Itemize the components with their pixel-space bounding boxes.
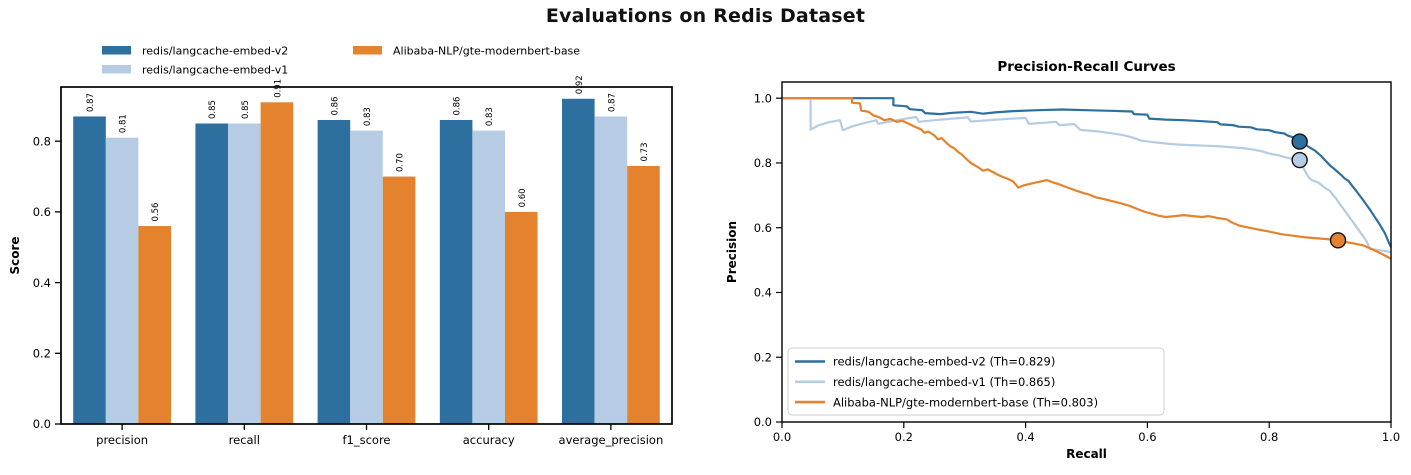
y-tick-label: 0.2 [33, 346, 51, 360]
pr-plot-frame [781, 81, 1392, 423]
x-tick-label: 1.0 [1382, 430, 1400, 444]
bar-f1_score-s0 [317, 119, 351, 425]
bar-average_precision-s1 [594, 116, 628, 424]
pr-xlabel: Recall [1066, 447, 1107, 461]
bar-f1_score-s1 [350, 130, 383, 424]
bar-ylabel: Score [8, 236, 22, 274]
bar-accuracy-s0 [439, 119, 473, 425]
y-tick-label: 0.0 [754, 415, 772, 429]
bar-recall-s0 [195, 123, 229, 425]
bar-value-label: 0.86 [453, 97, 463, 116]
bar-plot-frame [60, 86, 673, 425]
pr-curve-s2 [782, 97, 1392, 260]
pr-ylabel: Precision [725, 221, 739, 283]
bar-legend-swatch [353, 46, 382, 55]
y-tick-label: 0.4 [754, 286, 772, 300]
bar-value-label: 0.60 [518, 188, 528, 207]
pr-legend-label: redis/langcache-embed-v2 (Th=0.829) [833, 355, 1055, 369]
bar-precision-s0 [73, 116, 106, 424]
bar-legend-label: Alibaba-NLP/gte-modernbert-base [393, 45, 580, 58]
bar-value-label: 0.87 [607, 93, 617, 112]
x-tick-label: 0.4 [1016, 430, 1034, 444]
bar-value-label: 0.81 [119, 114, 129, 133]
bar-value-label: 0.83 [363, 107, 373, 126]
bar-average_precision-s0 [562, 98, 595, 424]
x-tick-label: 0.6 [1138, 430, 1156, 444]
bar-accuracy-s2 [504, 211, 538, 424]
bar-precision-s1 [105, 137, 139, 424]
bar-precision-s2 [138, 226, 171, 424]
bar-average_precision-s2 [627, 165, 660, 424]
x-tick-label: 0.0 [773, 430, 791, 444]
y-tick-label: 0.0 [33, 417, 51, 431]
pr-curve-s0 [782, 97, 1392, 248]
bar-f1_score-s2 [382, 176, 416, 424]
pr-curve-s1 [782, 97, 1392, 254]
bar-legend-label: redis/langcache-embed-v1 [142, 64, 288, 77]
pr-title: Precision-Recall Curves [997, 59, 1175, 75]
bar-recall-s1 [228, 123, 261, 425]
bar-value-label: 0.92 [575, 75, 585, 94]
bar-legend-swatch [102, 46, 131, 55]
pr-legend-label: redis/langcache-embed-v1 (Th=0.865) [833, 375, 1055, 389]
bar-legend-swatch [102, 65, 131, 74]
y-tick-label: 0.8 [754, 156, 772, 170]
bar-chart: 0.0 0.2 0.4 0.6 0.8 Score precision 0.87 0.81 0.5… [8, 45, 673, 447]
bar-legend-label: redis/langcache-embed-v2 [142, 45, 288, 58]
y-tick-label: 0.6 [33, 205, 51, 219]
bar-value-label: 0.70 [396, 153, 406, 172]
x-tick-label: 0.2 [895, 430, 913, 444]
bar-accuracy-s1 [472, 130, 505, 424]
x-tick-label: 0.8 [1260, 430, 1278, 444]
threshold-marker-s1 [1291, 151, 1308, 169]
y-tick-label: 0.4 [33, 276, 51, 290]
x-tick-label: recall [229, 433, 260, 447]
y-tick-label: 0.8 [33, 134, 51, 148]
bar-recall-s2 [260, 102, 294, 424]
bar-value-label: 0.83 [485, 107, 495, 126]
threshold-marker-s0 [1291, 133, 1308, 150]
pr-legend-box [787, 347, 1165, 416]
bar-value-label: 0.56 [151, 203, 161, 222]
bar-value-label: 0.73 [640, 143, 650, 162]
bar-value-label: 0.87 [86, 93, 96, 112]
x-tick-label: precision [96, 433, 148, 447]
x-tick-label: average_precision [559, 433, 664, 447]
x-tick-label: f1_score [342, 433, 390, 447]
y-tick-label: 0.6 [754, 221, 772, 235]
bar-value-label: 0.91 [273, 79, 283, 98]
bar-value-label: 0.85 [208, 100, 218, 119]
y-tick-label: 0.2 [754, 350, 772, 364]
pr-legend-label: Alibaba-NLP/gte-modernbert-base (Th=0.80… [833, 395, 1098, 409]
bar-value-label: 0.85 [241, 100, 251, 119]
figure-title: Evaluations on Redis Dataset [545, 5, 866, 27]
threshold-marker-s2 [1329, 232, 1347, 249]
x-tick-label: accuracy [463, 433, 515, 447]
bar-value-label: 0.86 [330, 97, 340, 116]
pr-chart: Precision-Recall Curves 0.0 0.2 0.4 0.6 0.8 1.… [725, 59, 1400, 461]
y-tick-label: 1.0 [754, 91, 772, 105]
